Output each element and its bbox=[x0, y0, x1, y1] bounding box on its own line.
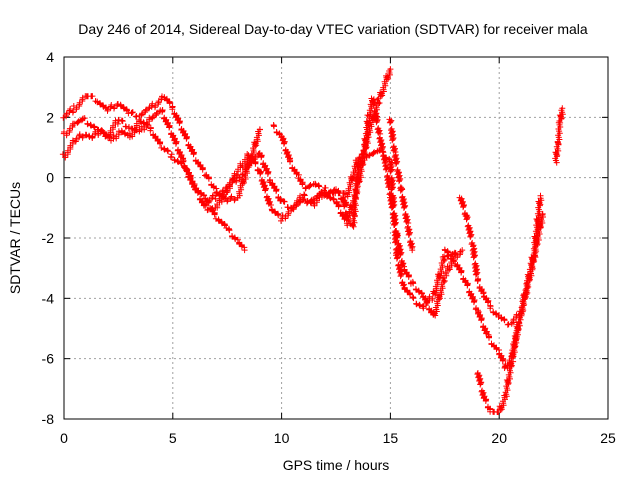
series-points-arc-5 bbox=[270, 122, 350, 208]
series-points-arc-10 bbox=[474, 319, 523, 416]
chart-title: Day 246 of 2014, Sidereal Day-to-day VTE… bbox=[78, 21, 588, 37]
series-points-arc-1 bbox=[59, 116, 248, 254]
axis-ticks bbox=[63, 56, 609, 420]
x-tick-label: 25 bbox=[600, 430, 616, 446]
y-axis-label: SDTVAR / TECUs bbox=[7, 182, 23, 294]
y-tick-label: -8 bbox=[42, 411, 55, 427]
series-points-arc-11 bbox=[552, 105, 566, 166]
series-arc-5 bbox=[270, 122, 350, 208]
x-tick-label: 20 bbox=[491, 430, 507, 446]
y-tick-label: 4 bbox=[46, 49, 54, 65]
y-tick-labels: -8 -6 -4 -2 0 2 4 bbox=[42, 49, 55, 427]
y-tick-label: 0 bbox=[46, 170, 54, 186]
x-tick-label: 15 bbox=[383, 430, 399, 446]
x-tick-label: 10 bbox=[274, 430, 290, 446]
series-arc-10 bbox=[474, 319, 523, 416]
series-arc-4 bbox=[202, 147, 466, 312]
series-points-arc-4 bbox=[202, 147, 466, 312]
series-points-arc-7 bbox=[386, 116, 416, 254]
series-points-arc-6 bbox=[339, 95, 459, 319]
series-arc-7 bbox=[386, 116, 416, 254]
series-arc-11 bbox=[552, 105, 566, 166]
x-tick-label: 5 bbox=[169, 430, 177, 446]
series-arc-9 bbox=[441, 210, 546, 371]
y-tick-label: -2 bbox=[42, 230, 55, 246]
series-arc-6 bbox=[339, 95, 459, 319]
y-tick-label: -6 bbox=[42, 351, 55, 367]
series-arc-1 bbox=[59, 116, 248, 254]
grid-lines bbox=[64, 57, 608, 419]
x-axis-label: GPS time / hours bbox=[283, 457, 390, 473]
y-tick-label: -4 bbox=[42, 290, 55, 306]
y-tick-label: 2 bbox=[46, 109, 54, 125]
series-points-arc-9 bbox=[441, 210, 546, 371]
data-series-layer bbox=[59, 66, 566, 416]
x-tick-label: 0 bbox=[60, 430, 68, 446]
x-tick-labels: 0 5 10 15 20 25 bbox=[60, 430, 616, 446]
